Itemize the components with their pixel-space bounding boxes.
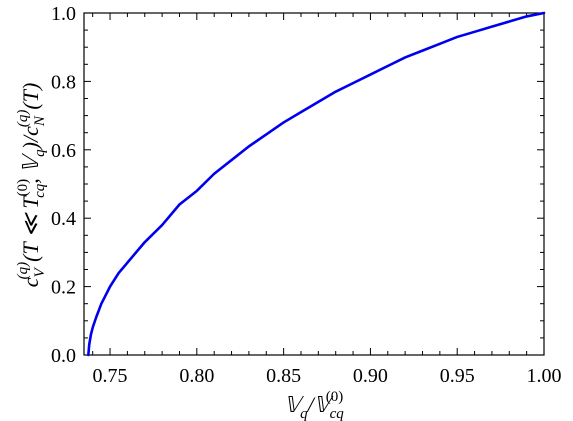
y-label-tail: (T) [18, 83, 43, 110]
x-label-sub1: q [300, 406, 308, 421]
x-tick-label: 0.75 [93, 365, 128, 387]
x-label-base: 𝕍 [284, 392, 304, 417]
y-tick-label: 0.4 [51, 208, 76, 230]
plot-frame [83, 12, 545, 356]
x-tick-label: 1.00 [527, 365, 562, 387]
x-axis-label: 𝕍q/𝕍cq(0) [284, 389, 344, 421]
y-label-sup-q2: (q) [15, 110, 31, 128]
y-axis-label: cV(q)(T ≪ T(0)cq, 𝕍q)/cN(q)(T) [15, 83, 48, 288]
y-label-sub-cq: cq [32, 183, 48, 198]
y-label-div: )/c [18, 126, 43, 151]
y-label-sup-q: (q) [15, 262, 31, 280]
y-label-mid: (T ≪ T [18, 195, 43, 262]
x-label-sup2: (0) [326, 389, 344, 405]
x-tick-label: 0.80 [179, 365, 214, 387]
ticks-group [84, 12, 545, 356]
y-tick-label: 0.8 [51, 71, 76, 93]
series-line [87, 11, 546, 357]
x-tick-label: 0.95 [440, 365, 475, 387]
y-tick-label: 0.0 [51, 345, 76, 367]
x-label-sep: / [306, 392, 316, 417]
y-tick-label: 1.0 [51, 3, 76, 25]
x-label-base2: 𝕍 [314, 392, 334, 417]
y-tick-label: 0.2 [51, 277, 76, 299]
y-label-sup-0: (0) [15, 179, 31, 197]
y-label-c: c [18, 277, 43, 287]
y-tick-label: 0.6 [51, 140, 76, 162]
tick-labels-group: 0.75 0.80 0.85 0.90 0.95 1.00 0.0 0.2 0.4 0.6 0.8 1… [51, 3, 562, 387]
y-label-sub-v: V [32, 267, 48, 278]
y-label-sub-q: q [32, 149, 48, 157]
y-label-sub-n: N [32, 115, 48, 127]
x-label-sub2: cq [330, 406, 345, 421]
x-tick-label: 0.90 [353, 365, 388, 387]
y-label-rest: , 𝕍 [18, 153, 43, 184]
x-tick-label: 0.85 [266, 365, 301, 387]
